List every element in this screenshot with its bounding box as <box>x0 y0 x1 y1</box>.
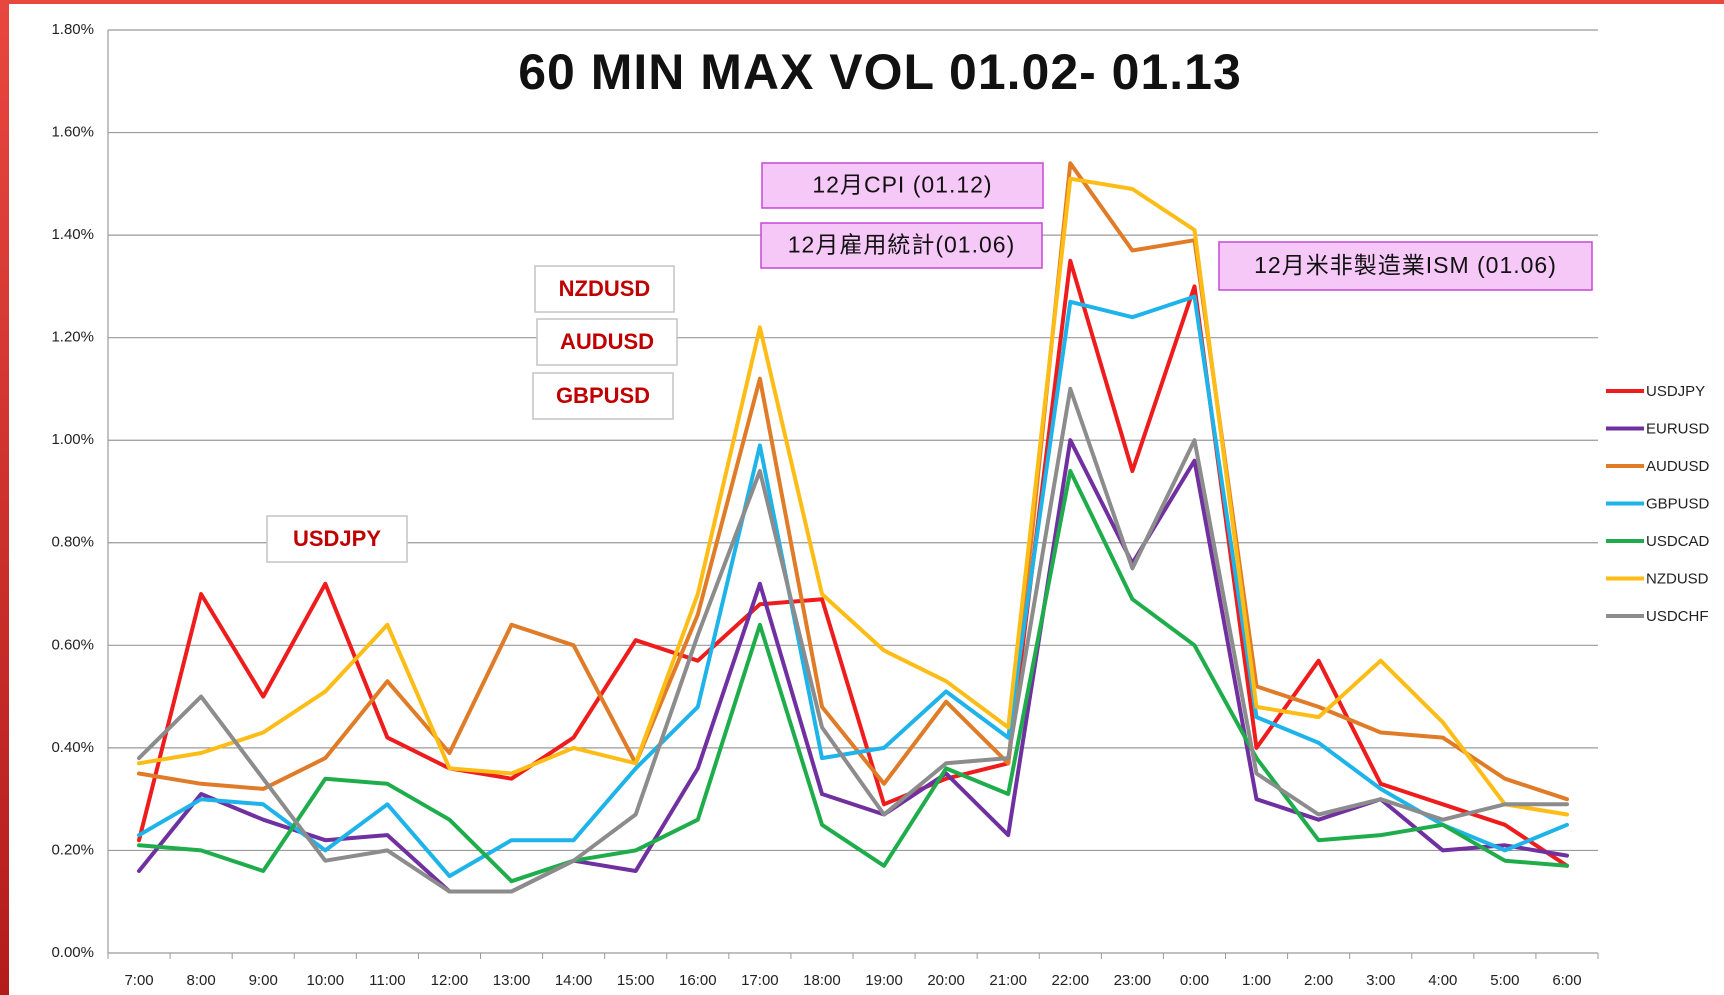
x-tick-label: 3:00 <box>1366 972 1395 989</box>
series-line <box>137 469 1569 884</box>
x-tick-label: 9:00 <box>249 972 278 989</box>
x-tick-label: 18:00 <box>803 972 841 989</box>
y-tick-label: 1.40% <box>51 226 94 243</box>
x-tick-label: 23:00 <box>1114 972 1152 989</box>
series-line <box>137 258 1569 868</box>
annotation-box <box>534 265 675 313</box>
x-tick-label: 20:00 <box>927 972 965 989</box>
x-tick-label: 6:00 <box>1552 972 1581 989</box>
x-tick-label: 2:00 <box>1304 972 1333 989</box>
annotation: GBPUSD <box>556 383 650 408</box>
legend-label: USDJPY <box>1646 383 1705 400</box>
chart-panel: 60 MIN MAX VOL 01.02- 01.13 0.00% 0.20% 0.… <box>9 4 1724 995</box>
series-line <box>137 176 1569 817</box>
annotation-box <box>761 162 1044 209</box>
y-tick-label: 1.60% <box>51 124 94 141</box>
x-tick-label: 0:00 <box>1180 972 1209 989</box>
legend-label: NZDUSD <box>1646 570 1709 587</box>
x-tick-label: 10:00 <box>307 972 345 989</box>
legend-label: EURUSD <box>1646 420 1710 437</box>
x-tick-label: 8:00 <box>187 972 216 989</box>
annotation: USDJPY <box>293 526 381 551</box>
series-line <box>137 438 1569 894</box>
x-tick-label: 16:00 <box>679 972 717 989</box>
x-tick-label: 17:00 <box>741 972 779 989</box>
x-tick-label: 14:00 <box>555 972 593 989</box>
annotation-box <box>1218 241 1593 291</box>
annotation-box <box>536 318 678 366</box>
annotation-box <box>266 515 408 563</box>
y-tick-label: 0.60% <box>51 636 94 653</box>
y-tick-label: 0.00% <box>51 944 94 961</box>
annotation: 12月CPI (01.12) <box>812 172 992 198</box>
annotation: 12月雇用統計(01.06) <box>788 232 1015 258</box>
x-tick-label: 21:00 <box>989 972 1027 989</box>
x-tick-label: 4:00 <box>1428 972 1457 989</box>
y-tick-label: 0.80% <box>51 534 94 551</box>
x-tick-label: 19:00 <box>865 972 903 989</box>
legend-label: USDCAD <box>1646 533 1710 550</box>
x-tick-label: 13:00 <box>493 972 531 989</box>
y-tick-label: 1.20% <box>51 329 94 346</box>
series-line <box>137 294 1569 879</box>
annotation: 12月米非製造業ISM (01.06) <box>1254 252 1557 278</box>
legend-label: USDCHF <box>1646 608 1709 625</box>
chart: 60 MIN MAX VOL 01.02- 01.13 0.00% 0.20% 0.… <box>51 21 1710 989</box>
legend-label: AUDUSD <box>1646 458 1710 475</box>
y-tick-label: 1.00% <box>51 431 94 448</box>
series-line <box>137 386 1569 894</box>
y-tick-label: 0.20% <box>51 841 94 858</box>
series-line <box>137 161 1569 802</box>
y-tick-label: 0.40% <box>51 739 94 756</box>
x-tick-label: 15:00 <box>617 972 655 989</box>
annotation-box <box>760 222 1043 269</box>
chart-title: 60 MIN MAX VOL 01.02- 01.13 <box>518 44 1242 100</box>
x-tick-label: 5:00 <box>1490 972 1519 989</box>
y-tick-label: 1.80% <box>51 21 94 38</box>
annotation: AUDUSD <box>560 329 654 354</box>
annotation-box <box>532 372 674 420</box>
x-tick-label: 22:00 <box>1052 972 1090 989</box>
x-tick-label: 11:00 <box>369 972 405 989</box>
x-tick-label: 12:00 <box>431 972 469 989</box>
legend-label: GBPUSD <box>1646 495 1710 512</box>
x-tick-label: 1:00 <box>1242 972 1271 989</box>
x-tick-label: 7:00 <box>124 972 153 989</box>
annotation: NZDUSD <box>559 276 651 301</box>
